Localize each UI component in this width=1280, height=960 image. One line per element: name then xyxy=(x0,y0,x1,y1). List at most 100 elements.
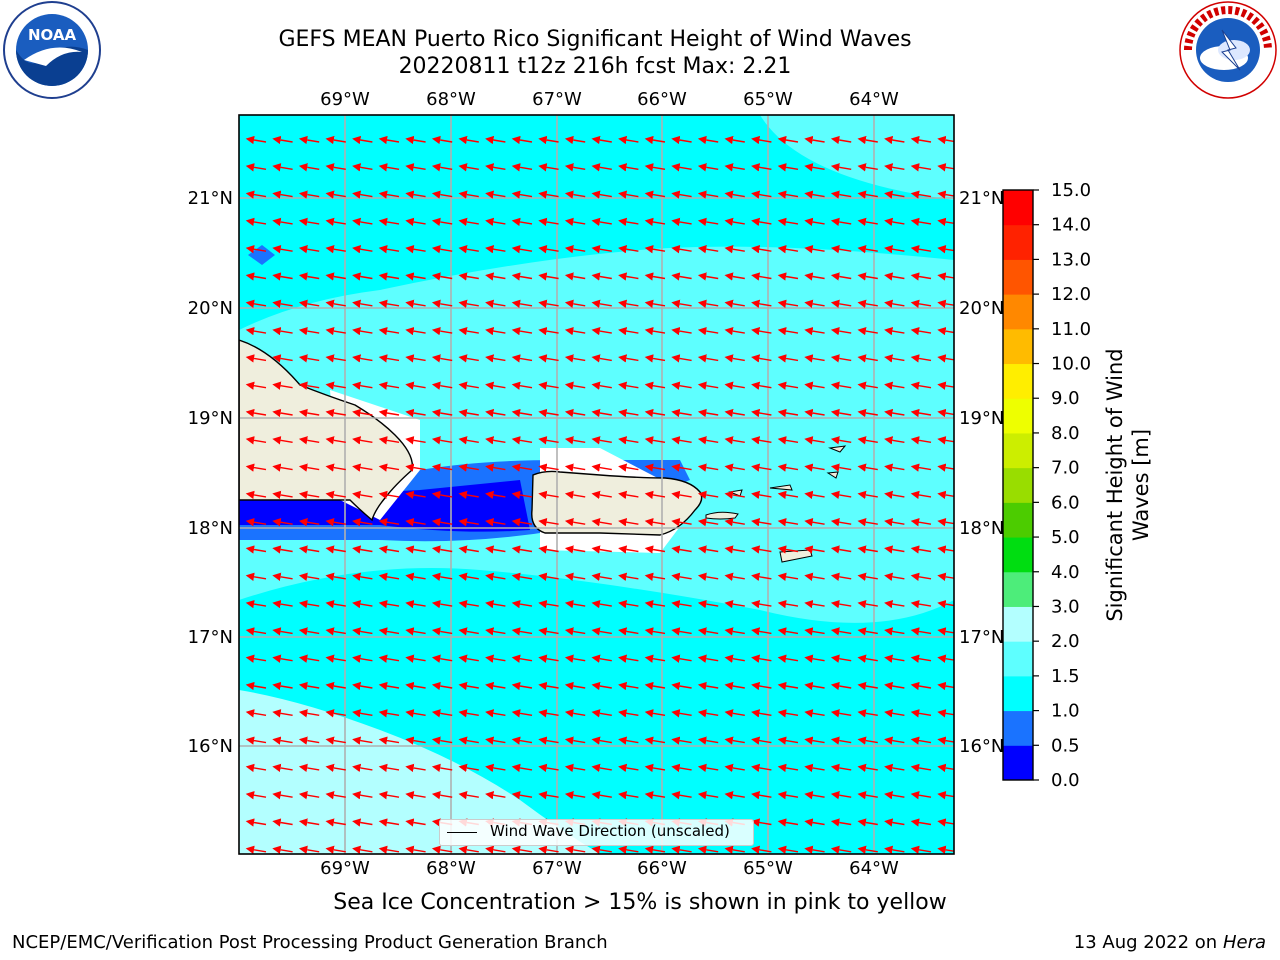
wind-arrow xyxy=(538,135,559,145)
wind-arrow xyxy=(644,135,666,145)
wind-arrow xyxy=(352,436,373,445)
wind-arrow xyxy=(405,463,426,472)
wind-arrow xyxy=(564,135,586,145)
wind-arrow xyxy=(431,763,453,773)
wind-arrow xyxy=(830,818,852,827)
wind-arrow xyxy=(272,245,293,254)
wind-arrow xyxy=(724,681,745,691)
lon-label-bottom: 66°W xyxy=(637,858,687,879)
wind-arrow xyxy=(591,381,612,390)
wind-arrow xyxy=(937,791,954,800)
wind-arrow xyxy=(352,135,373,145)
wind-arrow xyxy=(458,272,479,281)
wind-arrow xyxy=(830,354,852,363)
wind-arrow xyxy=(378,681,400,691)
wind-arrow xyxy=(245,791,267,800)
wind-arrow xyxy=(378,299,400,308)
wind-arrow xyxy=(804,217,825,227)
wind-arrow xyxy=(352,763,373,773)
wind-arrow xyxy=(272,326,293,336)
wind-arrow xyxy=(751,572,772,581)
wind-arrow xyxy=(804,627,825,636)
wind-arrow xyxy=(378,354,400,363)
colorbar-tick-label: 15.0 xyxy=(1051,180,1091,201)
lat-label-right: 20°N xyxy=(959,298,1004,319)
wind-arrow xyxy=(777,545,799,554)
footer-credit: NCEP/EMC/Verification Post Processing Pr… xyxy=(12,932,608,953)
wind-arrow xyxy=(830,190,852,199)
wind-arrow xyxy=(352,272,373,281)
wind-arrow xyxy=(325,709,346,718)
wind-arrow xyxy=(511,627,533,636)
wind-arrow xyxy=(325,272,346,281)
wind-arrow xyxy=(591,572,612,581)
wind-arrow xyxy=(910,381,932,390)
wind-arrow xyxy=(697,518,719,527)
wind-arrow xyxy=(857,381,878,390)
wind-arrow xyxy=(884,299,905,308)
wind-arrow xyxy=(538,490,559,500)
wind-arrow xyxy=(751,518,772,527)
wind-arrow xyxy=(564,599,586,609)
wind-arrow xyxy=(857,627,878,636)
wind-arrow xyxy=(697,135,719,145)
wind-arrow xyxy=(405,354,426,363)
wind-arrow xyxy=(910,299,932,308)
wind-arrow xyxy=(644,763,666,773)
wind-arrow xyxy=(538,354,559,363)
wind-arrow xyxy=(272,381,293,390)
wind-arrow xyxy=(591,599,612,609)
wind-arrow xyxy=(591,326,612,336)
wind-arrow xyxy=(910,572,932,581)
wind-arrow xyxy=(724,599,745,609)
wind-arrow xyxy=(325,818,346,827)
wind-arrow xyxy=(591,135,612,145)
wind-arrow xyxy=(485,709,506,718)
wind-arrow xyxy=(937,763,954,773)
wind-arrow xyxy=(644,681,666,691)
wind-arrow xyxy=(564,299,586,308)
wind-arrow xyxy=(910,135,932,145)
wind-arrow xyxy=(298,518,320,527)
wind-arrow xyxy=(644,463,666,472)
wind-arrow xyxy=(671,572,692,581)
wind-arrow xyxy=(671,681,692,691)
wind-arrow xyxy=(724,518,745,527)
wind-arrow xyxy=(378,845,400,854)
wind-arrow xyxy=(564,163,586,172)
wind-arrow xyxy=(485,599,506,609)
wind-arrow xyxy=(564,436,586,445)
colorbar-swatch xyxy=(1003,502,1033,538)
wind-arrow xyxy=(804,299,825,308)
wind-arrow xyxy=(671,436,692,445)
wind-arrow xyxy=(298,436,320,445)
wind-arrow xyxy=(804,272,825,281)
wind-arrow xyxy=(671,163,692,172)
wind-arrow xyxy=(724,627,745,636)
wind-arrow xyxy=(511,545,533,554)
wind-arrow xyxy=(671,490,692,500)
wind-arrow xyxy=(405,436,426,445)
wind-arrow xyxy=(298,217,320,227)
wind-arrow xyxy=(724,326,745,336)
wind-arrow xyxy=(511,381,533,390)
wind-arrow xyxy=(272,190,293,199)
wind-arrow xyxy=(830,272,852,281)
wind-arrow xyxy=(352,518,373,527)
wind-arrow xyxy=(724,245,745,254)
wind-arrow xyxy=(352,190,373,199)
wind-arrow xyxy=(378,627,400,636)
wind-arrow xyxy=(910,845,932,854)
wind-arrow xyxy=(671,272,692,281)
wind-arrow xyxy=(804,381,825,390)
wind-arrow xyxy=(751,545,772,554)
footer-date: 13 Aug 2022 on Hera xyxy=(1074,932,1266,953)
wind-arrow xyxy=(485,299,506,308)
wind-arrow xyxy=(724,545,745,554)
wind-arrow xyxy=(644,272,666,281)
wind-arrow xyxy=(830,490,852,500)
wind-arrow xyxy=(352,845,373,854)
wind-arrow xyxy=(910,463,932,472)
wind-arrow xyxy=(325,627,346,636)
lat-label-right: 17°N xyxy=(959,627,1004,648)
